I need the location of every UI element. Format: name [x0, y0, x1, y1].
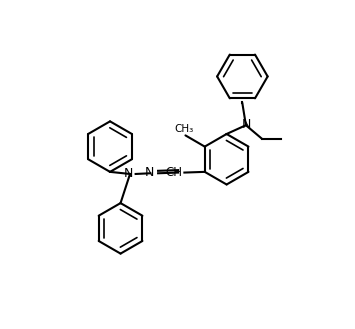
- Text: N: N: [124, 167, 133, 180]
- Text: N: N: [144, 166, 154, 179]
- Text: CH: CH: [166, 166, 182, 179]
- Text: CH₃: CH₃: [174, 124, 193, 134]
- Text: N: N: [242, 118, 251, 131]
